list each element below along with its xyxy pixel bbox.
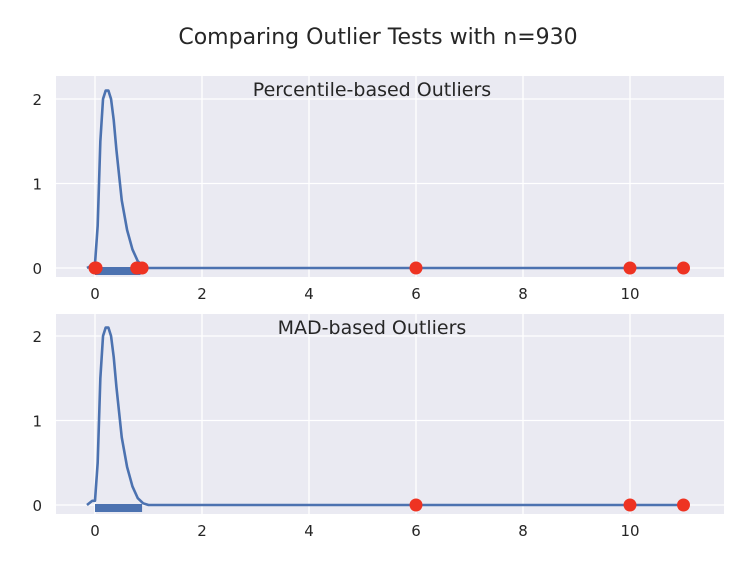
x-tick-label: 2 <box>197 522 207 540</box>
y-tick-label: 0 <box>32 497 42 515</box>
y-tick-label: 1 <box>32 176 42 194</box>
subplot-title: Percentile-based Outliers <box>253 79 491 101</box>
x-tick-label: 0 <box>90 522 100 540</box>
x-tick-label: 4 <box>304 522 314 540</box>
y-tick-label: 0 <box>32 260 42 278</box>
y-tick-label: 2 <box>32 91 42 109</box>
outlier-point <box>677 261 690 275</box>
subplot-title: MAD-based Outliers <box>278 317 467 339</box>
x-tick-label: 8 <box>518 285 528 303</box>
x-tick-label: 10 <box>620 522 639 540</box>
x-tick-label: 10 <box>620 285 639 303</box>
outlier-point <box>409 261 423 275</box>
outlier-point <box>135 261 149 275</box>
subplot-percentile: 0 2 4 6 8 10 0 1 2 Percentile-based Outliers <box>32 76 724 303</box>
outlier-point <box>623 261 637 275</box>
x-tick-label: 4 <box>304 285 314 303</box>
y-tick-label: 1 <box>32 413 42 431</box>
rug-bar <box>95 504 143 512</box>
plot-area <box>56 76 724 277</box>
figure-title: Comparing Outlier Tests with n=930 <box>178 25 577 50</box>
subplot-mad: 0 2 4 6 8 10 0 1 2 MAD-based Outliers <box>32 314 724 540</box>
outlier-point <box>89 261 103 275</box>
x-tick-label: 8 <box>518 522 528 540</box>
x-tick-label: 2 <box>197 285 207 303</box>
rug-bar <box>95 267 141 275</box>
x-tick-label: 0 <box>90 285 100 303</box>
outlier-point <box>623 498 637 512</box>
plot-area <box>56 314 724 514</box>
kde-line <box>86 89 684 270</box>
x-tick-label: 6 <box>411 285 421 303</box>
kde-line <box>86 326 684 507</box>
outlier-point <box>409 498 423 512</box>
outlier-point <box>677 498 690 512</box>
x-tick-label: 6 <box>411 522 421 540</box>
y-tick-label: 2 <box>32 328 42 346</box>
